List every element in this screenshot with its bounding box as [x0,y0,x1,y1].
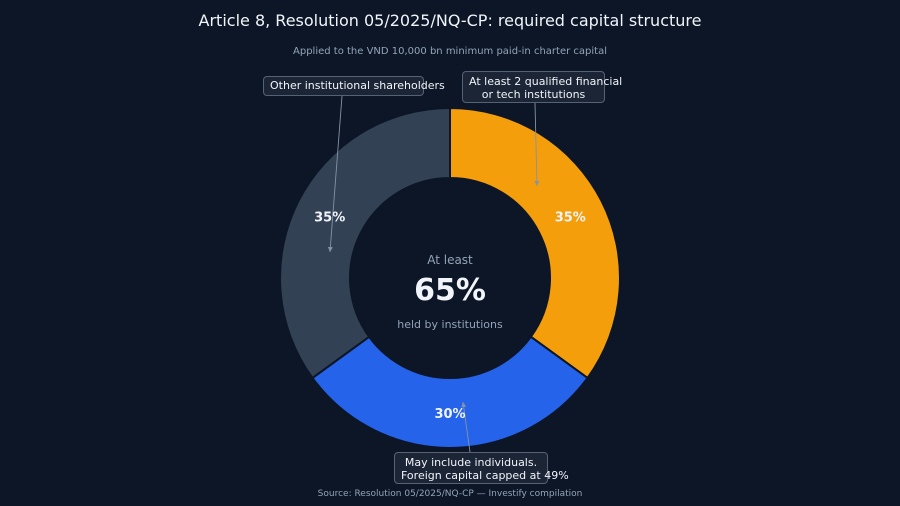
callout-individuals: May include individuals. Foreign capital… [394,452,569,484]
slice-value-label: 35% [555,211,586,226]
callout-line: or tech institutions [481,88,586,101]
chart-title: Article 8, Resolution 05/2025/NQ-CP: req… [199,11,702,30]
callout-line: Other institutional shareholders [270,79,445,92]
center-suffix: held by institutions [397,318,503,331]
leader-arrowhead [327,246,333,252]
leader-line [534,102,538,187]
chart-subtitle: Applied to the VND 10,000 bn minimum pai… [293,46,607,57]
leader-arrowhead [461,402,467,408]
slice-value-label: 30% [434,407,465,422]
leader-line [329,95,343,253]
slice-labels: 35% 30% 35% [314,211,586,422]
callout-line: At least 2 qualified financial [469,75,623,88]
callout-financial-institutions: At least 2 qualified financial or tech i… [462,71,623,103]
slice-financial-institutions [449,106,621,380]
center-value: 65% [414,273,486,308]
leader-arrowhead [534,180,540,186]
center-prefix: At least [427,253,473,267]
slice-value-label: 35% [314,211,345,226]
source-note: Source: Resolution 05/2025/NQ-CP — Inves… [318,489,583,499]
callout-line: May include individuals. [404,456,538,469]
slice-other-institutions [279,106,451,380]
callout-other-institutions: Other institutional shareholders [263,76,445,96]
leader-line [462,401,471,453]
callout-line: Foreign capital capped at 49% [401,469,569,482]
leader-lines [327,95,540,453]
slice-individuals [311,335,589,449]
donut-slices [279,106,621,449]
